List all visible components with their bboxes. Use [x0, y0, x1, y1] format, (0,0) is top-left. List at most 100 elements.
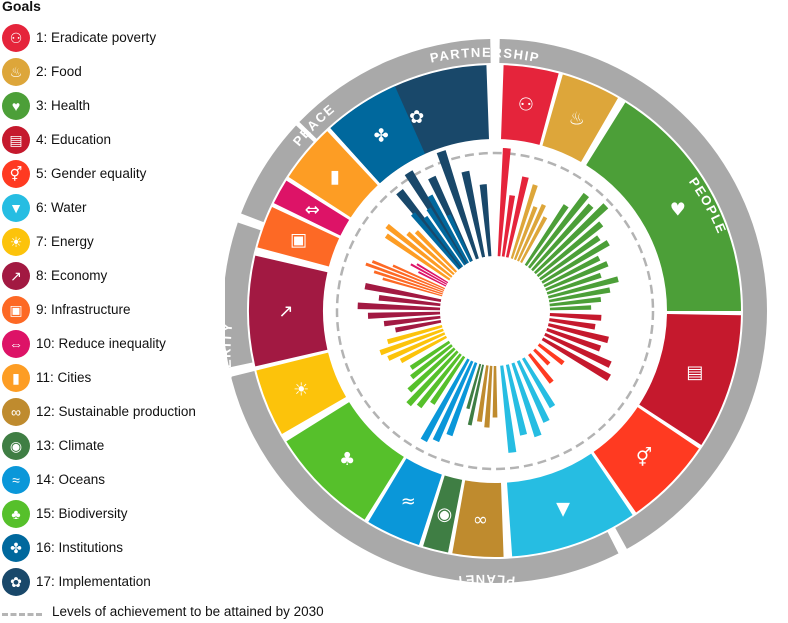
- indicator-bar-goal-3: [546, 272, 602, 295]
- indicator-bar-goal-4: [546, 328, 602, 352]
- center-hole: [442, 258, 548, 364]
- indicator-bar-goal-4: [547, 323, 609, 344]
- group-ring-segment-planet: [231, 370, 619, 583]
- target-level-circle: [335, 151, 655, 471]
- indicator-bar-goal-11: [406, 231, 455, 276]
- legend-item-label: 12: Sustainable production: [36, 404, 196, 419]
- group-label-partnership: PARTNERSHIP: [429, 45, 542, 66]
- goal-segment-11: [288, 131, 378, 218]
- cubes-icon: ▣: [290, 230, 307, 251]
- goal-segment-6: [506, 453, 633, 557]
- legend-item-label: 4: Education: [36, 132, 112, 147]
- legend-item-label: 5: Gender equality: [36, 166, 147, 181]
- legend-item: ⚥ 5: Gender equality: [2, 160, 302, 188]
- indicator-bar-goal-3: [549, 305, 592, 311]
- legend-item-label: 3: Health: [36, 98, 91, 113]
- heartbeat-icon: ♥: [2, 92, 30, 120]
- legend-item: ▤ 4: Education: [2, 126, 302, 154]
- legend-item: ✤ 16: Institutions: [2, 534, 302, 562]
- indicator-bar-goal-3: [539, 235, 601, 281]
- indicator-bar-goal-11: [385, 223, 453, 278]
- legend-item: ♥ 3: Health: [2, 92, 302, 120]
- indicator-bar-goal-8: [395, 320, 442, 333]
- indicator-bar-goal-6: [516, 360, 550, 423]
- indicator-bar-goal-16: [446, 214, 473, 262]
- legend-item: ☀ 7: Energy: [2, 228, 302, 256]
- goal-segment-2: [542, 74, 618, 163]
- indicator-bar-goal-3: [549, 297, 602, 307]
- indicator-bar-goal-3: [534, 203, 609, 275]
- buildings-icon: ▮: [2, 364, 30, 392]
- indicator-bar-goal-3: [543, 255, 601, 288]
- indicator-bar-goal-13: [467, 364, 484, 426]
- legend-item: ♨ 2: Food: [2, 58, 302, 86]
- goal-segment-10: [273, 180, 350, 236]
- infinity-icon: ∞: [473, 509, 488, 530]
- legend-item-label: 11: Cities: [36, 370, 92, 385]
- indicator-bar-goal-9: [371, 260, 445, 291]
- group-label-planet: PLANET: [454, 572, 516, 589]
- tree-icon: ♣: [339, 449, 355, 470]
- arrows-icon: ⇔: [305, 200, 320, 221]
- goal-segment-12: [452, 480, 504, 557]
- rings-icon: ✿: [2, 568, 30, 596]
- group-ring-segment-partnership: [299, 39, 491, 139]
- legend-title: Goals: [2, 0, 41, 14]
- legend-item-label: 8: Economy: [36, 268, 108, 283]
- legend-item: ◉ 13: Climate: [2, 432, 302, 460]
- indicator-bars: [357, 148, 619, 453]
- legend-item-label: 9: Infrastructure: [36, 302, 131, 317]
- indicator-bar-goal-16: [423, 215, 464, 268]
- indicator-bar-goal-17: [396, 189, 462, 270]
- goal-segment-3: [586, 102, 741, 312]
- indicator-bar-goal-9: [392, 264, 446, 290]
- indicator-bar-goal-7: [387, 324, 443, 345]
- indicator-bar-goal-4: [549, 318, 596, 330]
- indicator-bar-goal-15: [409, 340, 451, 370]
- indicator-bar-goal-16: [427, 194, 469, 264]
- indicator-bar-goal-1: [505, 176, 529, 258]
- indicator-bar-goal-11: [414, 230, 458, 273]
- goal-segment-15: [286, 402, 404, 520]
- fish-icon: ≈: [401, 491, 416, 512]
- indicator-bar-goal-15: [410, 344, 453, 380]
- indicator-bar-goal-2: [510, 184, 538, 259]
- growth-icon: ↗: [2, 262, 30, 290]
- goal-segment-8: [248, 255, 328, 367]
- indicator-bar-goal-8: [367, 311, 441, 319]
- bowl-icon: ♨: [569, 109, 585, 130]
- eye-icon: ◉: [437, 504, 453, 525]
- indicator-bar-goal-3: [541, 240, 610, 284]
- indicator-bar-goal-12: [476, 365, 489, 422]
- legend-item-label: 10: Reduce inequality: [36, 336, 166, 351]
- book-icon: ▤: [686, 362, 703, 383]
- heartbeat-icon: ♥: [670, 200, 686, 221]
- indicator-bar-goal-6: [505, 364, 528, 436]
- indicator-bar-goal-6: [500, 365, 517, 453]
- sun-icon: ☀: [2, 228, 30, 256]
- dove-icon: ✤: [374, 126, 389, 147]
- indicator-bar-goal-2: [517, 203, 546, 262]
- legend-item: ≈14: Oceans: [2, 466, 302, 494]
- gender-icon: ⚥: [2, 160, 30, 188]
- eye-icon: ◉: [2, 432, 30, 460]
- indicator-bar-goal-15: [416, 353, 462, 409]
- indicator-bar-goal-8: [383, 315, 441, 327]
- indicator-bar-goal-9: [373, 270, 443, 295]
- water-icon: ▼: [2, 194, 30, 222]
- indicator-bar-goal-9: [382, 277, 443, 297]
- legend-item-label: 7: Energy: [36, 234, 94, 249]
- rings-icon: ✿: [409, 107, 424, 128]
- legend-item: ⇔ 10: Reduce inequality: [2, 330, 302, 358]
- legend-item: ⚇ 1: Eradicate poverty: [2, 24, 302, 52]
- sun-icon: ☀: [293, 379, 309, 400]
- cubes-icon: ▣: [2, 296, 30, 324]
- indicator-bar-goal-7: [387, 332, 446, 361]
- legend: Goals ⚇ 1: Eradicate poverty ♨ 2: Food ♥ 3: H…: [0, 0, 324, 623]
- indicator-bar-goal-15: [407, 347, 456, 393]
- indicator-bar-goal-5: [533, 348, 551, 366]
- group-ring-segment-prosperity: [225, 222, 261, 368]
- legend-item: ▼ 6: Water: [2, 194, 302, 222]
- goal-segment-13: [423, 475, 463, 553]
- indicator-bar-goal-2: [513, 206, 538, 261]
